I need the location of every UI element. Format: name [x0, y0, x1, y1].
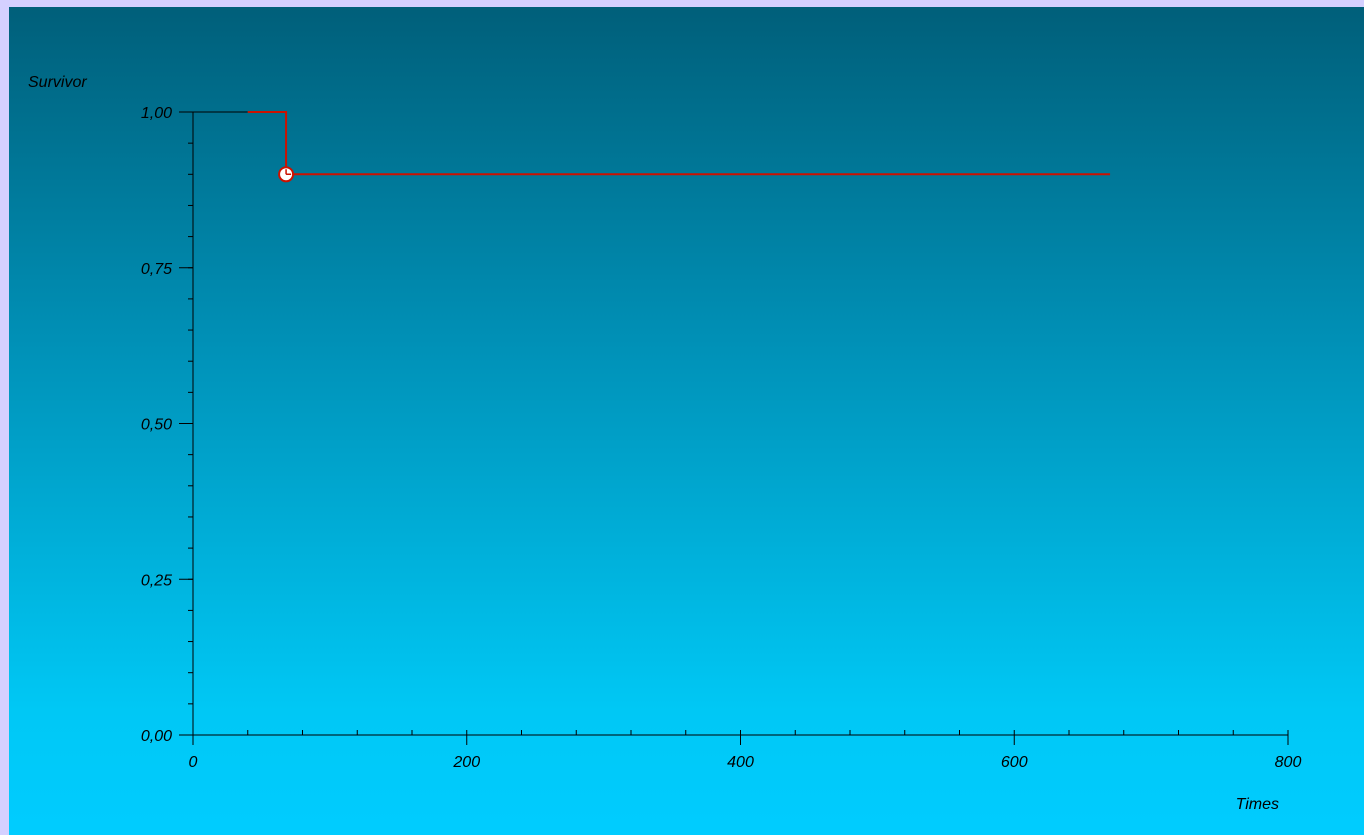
y-tick-label: 1,00	[141, 105, 172, 122]
survival-curve	[247, 111, 1111, 176]
x-tick-label: 800	[1275, 754, 1302, 771]
x-axis-label: Times	[1236, 796, 1279, 813]
x-tick-label: 400	[727, 754, 754, 771]
x-tick-label: 200	[452, 754, 480, 771]
y-tick-label: 0,25	[141, 572, 172, 589]
x-tick-label: 600	[1001, 754, 1028, 771]
x-tick-label: 0	[189, 754, 198, 771]
y-tick-label: 0,00	[141, 728, 172, 745]
event-marker-tick	[285, 169, 292, 176]
y-tick-label: 0,75	[141, 261, 172, 278]
axes: 0,00 0,25 0,50 0,75 1,00 0 200 400 600 800	[141, 105, 1302, 771]
y-tick-label: 0,50	[141, 417, 172, 434]
series-layer	[193, 111, 1111, 183]
y-axis-label: Survivor	[28, 74, 87, 91]
plot-panel	[9, 7, 1364, 835]
